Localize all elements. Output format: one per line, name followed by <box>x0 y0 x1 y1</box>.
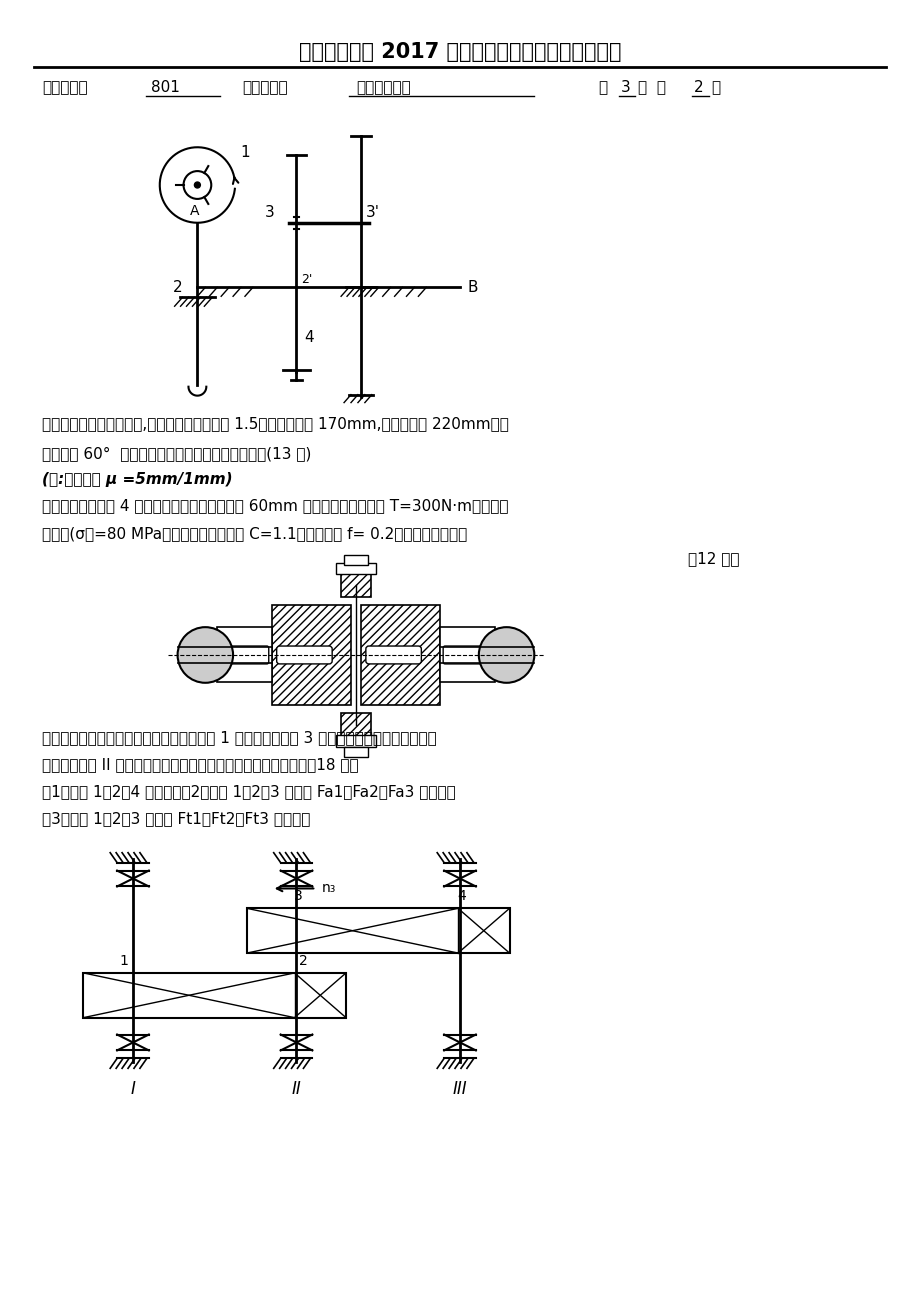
Text: 大连工业大学 2017 年硕士研究生入学考试自命试题: 大连工业大学 2017 年硕士研究生入学考试自命试题 <box>299 42 620 62</box>
FancyBboxPatch shape <box>220 646 268 664</box>
Text: 所示。为了使 II 轴轴承上所承受的轴向力抵消一部分，试确定：（18 分）: 所示。为了使 II 轴轴承上所承受的轴向力抵消一部分，试确定：（18 分） <box>41 756 358 772</box>
Circle shape <box>194 182 200 187</box>
Text: （3）齿轮 1、2、3 圆周力 Ft1、Ft2、Ft3 的方向。: （3）齿轮 1、2、3 圆周力 Ft1、Ft2、Ft3 的方向。 <box>41 811 310 827</box>
Text: 3: 3 <box>294 889 302 904</box>
Text: 页: 页 <box>711 81 720 95</box>
Text: （12 分）: （12 分） <box>687 551 739 566</box>
Text: 2: 2 <box>173 280 182 294</box>
Bar <box>360 605 439 704</box>
Text: 五、设计一铰链四杆机构,已知行程速比系数为 1.5，机架长度为 170mm,摇杆长度为 220mm，摇: 五、设计一铰链四杆机构,已知行程速比系数为 1.5，机架长度为 170mm,摇杆… <box>41 415 508 431</box>
Text: A: A <box>189 204 199 217</box>
Text: 2: 2 <box>300 954 308 967</box>
Circle shape <box>478 628 534 682</box>
Text: 科目名称：: 科目名称： <box>242 81 288 95</box>
Text: 杆摆角为 60°  ，试用图解法确定曲柄及连杆长度。(13 分): 杆摆角为 60° ，试用图解法确定曲柄及连杆长度。(13 分) <box>41 445 311 461</box>
Text: 1: 1 <box>119 954 128 967</box>
Bar <box>341 569 370 598</box>
Circle shape <box>177 628 233 682</box>
Text: （1）齿轮 1、2、4 的旋向；（2）齿轮 1、2、3 轴向力 Fa1、Fa2、Fa3 的方向；: （1）齿轮 1、2、4 的旋向；（2）齿轮 1、2、3 轴向力 Fa1、Fa2、… <box>41 785 455 799</box>
Bar <box>84 973 346 1018</box>
Text: 2': 2' <box>301 273 312 286</box>
Text: 3: 3 <box>619 81 630 95</box>
Text: 页  第: 页 第 <box>638 81 665 95</box>
Bar <box>246 909 509 953</box>
Text: n₃: n₃ <box>321 881 335 896</box>
Text: 七、已知某二级斜齿圆柱齿轮传动中，齿轮 1 为主动轮，齿轮 3 的螺旋线方向和转动方向如图: 七、已知某二级斜齿圆柱齿轮传动中，齿轮 1 为主动轮，齿轮 3 的螺旋线方向和转… <box>41 730 437 745</box>
Bar <box>217 628 271 682</box>
Text: 科目代码：: 科目代码： <box>41 81 87 95</box>
FancyBboxPatch shape <box>443 646 491 664</box>
Text: B: B <box>468 280 478 294</box>
Text: I: I <box>130 1081 135 1098</box>
Text: 1: 1 <box>240 145 249 160</box>
Bar <box>341 712 370 741</box>
Bar <box>271 605 351 704</box>
FancyBboxPatch shape <box>277 646 332 664</box>
Bar <box>335 562 375 574</box>
Text: 3': 3' <box>366 206 380 220</box>
Text: 用应力(σ）=80 MPa。接合面可靠性系数 C=1.1，摩擦系数 f= 0.2，确定螺栓小径。: 用应力(σ）=80 MPa。接合面可靠性系数 C=1.1，摩擦系数 f= 0.2… <box>41 526 467 542</box>
Text: 共: 共 <box>598 81 607 95</box>
Text: II: II <box>291 1081 301 1098</box>
Text: 4: 4 <box>457 889 466 904</box>
Text: (注:取比例尺 μ =5mm/1mm): (注:取比例尺 μ =5mm/1mm) <box>41 471 233 487</box>
Text: 801: 801 <box>151 81 179 95</box>
Text: 3: 3 <box>265 206 275 220</box>
Bar <box>335 736 375 747</box>
Text: III: III <box>452 1081 467 1098</box>
Text: 机械设计基础: 机械设计基础 <box>356 81 410 95</box>
Bar <box>439 628 494 682</box>
Text: 4: 4 <box>304 329 313 345</box>
Text: 六、图示联轴器由 4 只螺栓联接，均布于半径为 60mm 的圆周上，承受转矩 T=300N·m，螺栓许: 六、图示联轴器由 4 只螺栓联接，均布于半径为 60mm 的圆周上，承受转矩 T… <box>41 499 508 513</box>
Bar <box>344 555 368 565</box>
FancyBboxPatch shape <box>366 646 421 664</box>
Bar <box>344 747 368 758</box>
Text: 2: 2 <box>693 81 703 95</box>
